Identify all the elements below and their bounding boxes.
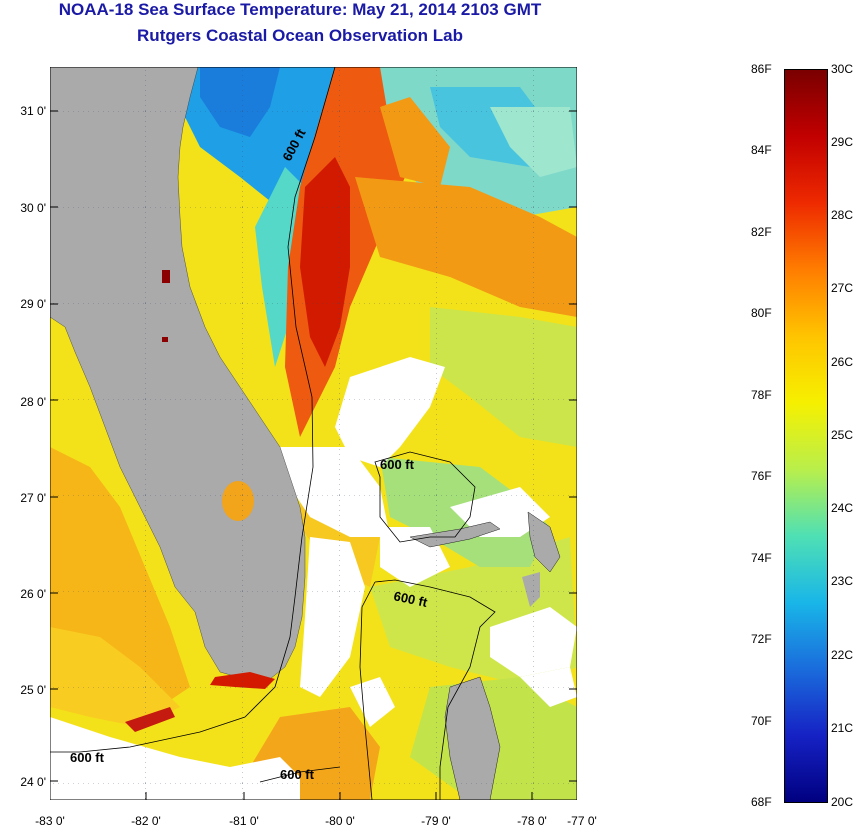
colorbar-f-label: 84F bbox=[751, 143, 772, 157]
colorbar-c-label: 23C bbox=[831, 574, 854, 588]
lon-tick-label: -80 0' bbox=[325, 814, 355, 828]
longitude-axis: -83 0' -82 0' -81 0' -80 0' -79 0' -78 0… bbox=[35, 814, 597, 828]
lat-tick-label: 26 0' bbox=[20, 587, 46, 601]
colorbar-c-label: 29C bbox=[831, 135, 854, 149]
lon-tick-label: -83 0' bbox=[35, 814, 65, 828]
map-subtitle: Rutgers Coastal Ocean Observation Lab bbox=[137, 26, 463, 45]
colorbar-c-label: 28C bbox=[831, 208, 854, 222]
colorbar-c-label: 30C bbox=[831, 62, 854, 76]
lat-tick-label: 29 0' bbox=[20, 297, 46, 311]
colorbar-f-label: 70F bbox=[751, 714, 772, 728]
colorbar-f-label: 74F bbox=[751, 551, 772, 565]
contour-label: 600 ft bbox=[392, 588, 429, 610]
colorbar-c-label: 24C bbox=[831, 501, 854, 515]
colorbar-f-label: 72F bbox=[751, 632, 772, 646]
lon-tick-label: -78 0' bbox=[517, 814, 547, 828]
lon-tick-label: -82 0' bbox=[131, 814, 161, 828]
lat-tick-label: 31 0' bbox=[20, 104, 46, 118]
colorbar-c-label: 20C bbox=[831, 795, 854, 809]
sst-field bbox=[50, 67, 577, 800]
colorbar-f-label: 68F bbox=[751, 795, 772, 809]
colorbar-f-label: 78F bbox=[751, 388, 772, 402]
lat-tick-label: 30 0' bbox=[20, 201, 46, 215]
lat-tick-label: 28 0' bbox=[20, 395, 46, 409]
colorbar-c-label: 25C bbox=[831, 428, 854, 442]
latitude-axis: 31 0' 30 0' 29 0' 28 0' 27 0' 26 0' 25 0… bbox=[20, 104, 46, 789]
colorbar-c-label: 27C bbox=[831, 281, 854, 295]
lon-tick-label: -77 0' bbox=[567, 814, 597, 828]
sst-map: 600 ft 600 ft 600 ft 600 ft 600 ft bbox=[49, 66, 578, 801]
colorbar-c-label: 22C bbox=[831, 648, 854, 662]
lat-tick-label: 25 0' bbox=[20, 683, 46, 697]
colorbar-f-label: 76F bbox=[751, 469, 772, 483]
lon-tick-label: -81 0' bbox=[229, 814, 259, 828]
lat-tick-label: 24 0' bbox=[20, 775, 46, 789]
lat-tick-label: 27 0' bbox=[20, 491, 46, 505]
colorbar-f-label: 86F bbox=[751, 62, 772, 76]
contour-label: 600 ft bbox=[280, 767, 315, 782]
colorbar-f-label: 82F bbox=[751, 225, 772, 239]
lon-tick-label: -79 0' bbox=[421, 814, 451, 828]
colorbar-c-label: 21C bbox=[831, 721, 854, 735]
contour-label: 600 ft bbox=[380, 457, 415, 472]
temperature-colorbar bbox=[784, 69, 828, 803]
colorbar-f-label: 80F bbox=[751, 306, 772, 320]
map-title: NOAA-18 Sea Surface Temperature: May 21,… bbox=[58, 0, 542, 19]
contour-label: 600 ft bbox=[70, 750, 105, 765]
colorbar-c-label: 26C bbox=[831, 355, 854, 369]
